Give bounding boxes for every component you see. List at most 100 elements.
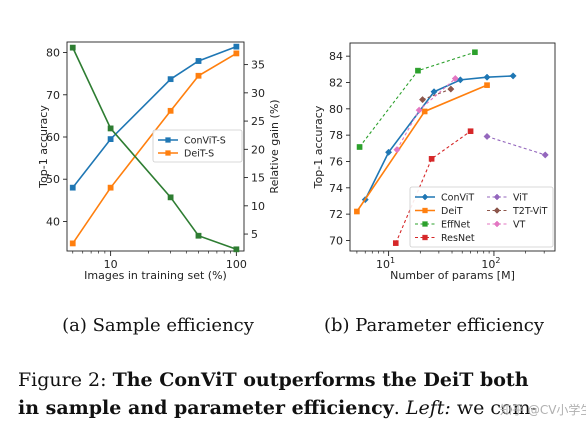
series-point bbox=[472, 49, 478, 56]
series-point bbox=[356, 144, 363, 150]
legend-label: DeiT bbox=[441, 206, 463, 217]
series-point bbox=[392, 240, 399, 246]
series-point bbox=[541, 151, 549, 159]
y2-tick-label: 5 bbox=[251, 228, 258, 241]
subtitle-b: (b) Parameter efficiency bbox=[324, 315, 545, 336]
legend-box bbox=[409, 186, 554, 248]
y2-tick-label: 10 bbox=[251, 200, 265, 213]
legend-marker bbox=[493, 193, 501, 201]
legend-marker bbox=[165, 150, 171, 156]
y-tick-label: 82 bbox=[329, 76, 343, 89]
caption-left-label: Left: bbox=[405, 397, 451, 419]
y2-axis-label: Relative gain (%) bbox=[268, 99, 281, 193]
y-tick-label: 80 bbox=[329, 103, 343, 116]
legend-label: VT bbox=[513, 220, 525, 231]
series-point bbox=[385, 148, 393, 156]
series-point bbox=[393, 146, 401, 154]
series-point bbox=[421, 108, 428, 115]
y-tick-label: 70 bbox=[46, 89, 60, 102]
series-point bbox=[451, 74, 459, 83]
series-point bbox=[233, 50, 240, 57]
y2-tick-label: 20 bbox=[251, 143, 265, 156]
x-axis-label: Images in training set (%) bbox=[84, 269, 227, 282]
legend-marker bbox=[422, 234, 428, 241]
legend-marker bbox=[422, 221, 428, 227]
series-point bbox=[107, 125, 114, 132]
y2-tick-label: 30 bbox=[251, 87, 265, 100]
y2-tick-label: 25 bbox=[251, 115, 265, 128]
series-point bbox=[354, 208, 360, 215]
y-tick-label: 84 bbox=[329, 50, 343, 63]
series-point bbox=[415, 67, 421, 74]
series-line-effnet bbox=[359, 51, 476, 148]
plot-frame bbox=[66, 41, 245, 252]
legend-marker bbox=[165, 137, 171, 143]
x-tick-label: 10 bbox=[104, 258, 118, 271]
caption-bold-2: in sample and parameter efficiency bbox=[18, 397, 395, 419]
series-point bbox=[483, 132, 491, 141]
series-point bbox=[233, 43, 240, 50]
series-point bbox=[107, 136, 114, 143]
legend-box bbox=[152, 129, 243, 163]
series-point bbox=[167, 194, 174, 201]
legend-marker bbox=[422, 207, 428, 214]
caption-rest: we com- bbox=[451, 397, 537, 419]
y-tick-label: 50 bbox=[46, 173, 60, 186]
series-point bbox=[509, 72, 517, 80]
subtitle-a: (a) Sample efficiency bbox=[62, 315, 255, 336]
y2-tick-label: 15 bbox=[251, 172, 265, 185]
y-tick-label: 60 bbox=[46, 131, 60, 144]
y-tick-label: 80 bbox=[46, 47, 60, 60]
legend-marker bbox=[493, 220, 501, 228]
legend-label: DeiT-S bbox=[184, 149, 214, 160]
series-point bbox=[107, 184, 114, 191]
series-point bbox=[195, 58, 202, 64]
legend-label: T2T-ViT bbox=[512, 206, 548, 217]
y-tick-label: 40 bbox=[46, 215, 60, 228]
series-line-resnet bbox=[395, 130, 471, 244]
watermark: 知乎 @CV小学生 bbox=[500, 402, 586, 417]
legend-marker bbox=[493, 207, 501, 214]
caption-line-1: Figure 2: The ConViT outperforms the Dei… bbox=[18, 369, 529, 391]
x-tick-label: 100 bbox=[226, 258, 247, 271]
legend-label: ConViT bbox=[441, 193, 474, 204]
y-tick-label: 76 bbox=[329, 155, 343, 168]
legend-label: ConViT-S bbox=[184, 136, 226, 147]
series-point bbox=[195, 72, 202, 79]
plot-frame bbox=[349, 42, 556, 252]
legend-label: ViT bbox=[513, 193, 528, 204]
y-tick-label: 70 bbox=[329, 234, 343, 247]
y-axis-label: Top-1 accuracy bbox=[37, 105, 50, 189]
series-line-convit bbox=[364, 75, 514, 201]
y-tick-label: 78 bbox=[329, 129, 343, 142]
caption-dot: . bbox=[394, 397, 406, 419]
series-point bbox=[69, 44, 76, 51]
series-point bbox=[167, 107, 174, 114]
y2-tick-label: 35 bbox=[251, 59, 265, 72]
series-point bbox=[447, 85, 455, 93]
y-tick-label: 74 bbox=[329, 182, 343, 195]
series-point bbox=[484, 82, 490, 88]
series-point bbox=[483, 73, 491, 81]
series-point bbox=[195, 232, 202, 239]
legend-label: ResNet bbox=[441, 233, 475, 244]
series-point bbox=[167, 76, 174, 83]
series-point bbox=[69, 184, 76, 191]
legend-label: EffNet bbox=[441, 220, 470, 231]
legend-marker bbox=[421, 193, 429, 201]
series-point bbox=[428, 156, 435, 162]
series-point bbox=[415, 106, 423, 114]
y-tick-label: 72 bbox=[329, 208, 343, 221]
series-point bbox=[233, 246, 240, 253]
series-point bbox=[456, 76, 464, 84]
caption-prefix: Figure 2: bbox=[18, 369, 113, 391]
y-axis-label: Top-1 accuracy bbox=[312, 105, 325, 189]
caption-line-2: in sample and parameter efficiency. Left… bbox=[18, 397, 537, 419]
series-point bbox=[69, 240, 76, 247]
series-point bbox=[418, 96, 427, 104]
series-line-vit bbox=[486, 135, 546, 156]
series-point bbox=[467, 128, 474, 135]
